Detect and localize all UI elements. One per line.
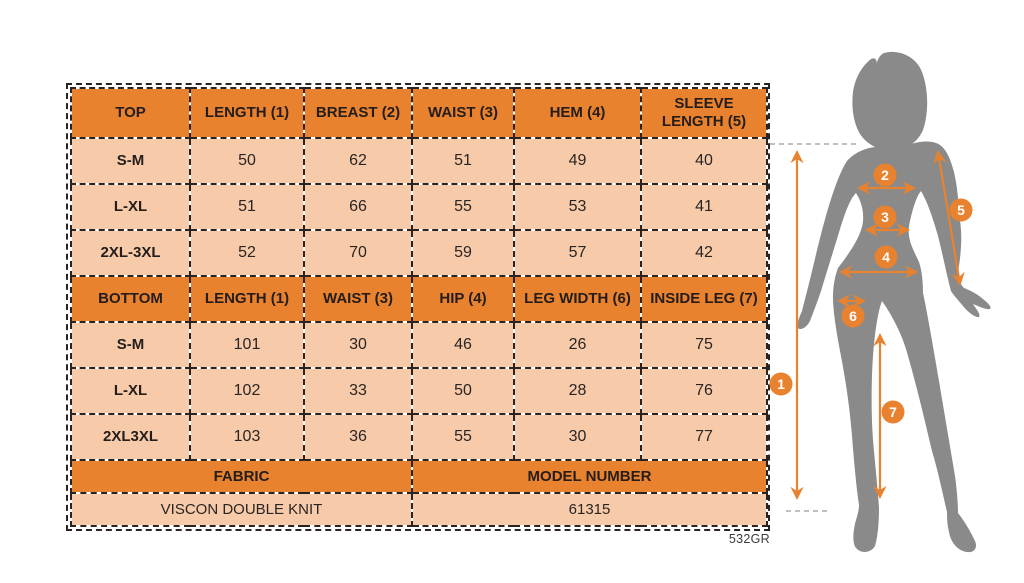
value-cell: 40 xyxy=(640,137,768,185)
size-cell: 2XL3XL xyxy=(70,413,191,461)
marker-badge-1: 1 xyxy=(769,372,793,396)
style-code-label: 532GR xyxy=(728,532,770,546)
size-cell: L-XL xyxy=(70,183,191,231)
top-header-cell: SLEEVE LENGTH (5) xyxy=(640,87,768,139)
top-header-row: TOP LENGTH (1) BREAST (2) WAIST (3) HEM … xyxy=(70,87,768,139)
value-cell: 51 xyxy=(189,183,305,231)
info-header-row: FABRIC MODEL NUMBER xyxy=(70,459,768,494)
value-cell: 41 xyxy=(640,183,768,231)
size-cell: S-M xyxy=(70,321,191,369)
bottom-header-cell: INSIDE LEG (7) xyxy=(640,275,768,323)
top-header-cell: BREAST (2) xyxy=(303,87,413,139)
value-cell: 55 xyxy=(411,183,515,231)
model-number-value-cell: 61315 xyxy=(411,492,768,527)
value-cell: 28 xyxy=(513,367,642,415)
marker-badge-5: 5 xyxy=(949,198,973,222)
value-cell: 55 xyxy=(411,413,515,461)
value-cell: 50 xyxy=(411,367,515,415)
svg-text:1: 1 xyxy=(777,376,785,392)
svg-text:5: 5 xyxy=(957,202,965,218)
woman-silhouette xyxy=(797,51,991,553)
marker-badge-6: 6 xyxy=(841,304,865,328)
top-size-row: 2XL-3XL 52 70 59 57 42 xyxy=(70,229,768,277)
value-cell: 103 xyxy=(189,413,305,461)
bottom-header-cell: BOTTOM xyxy=(70,275,191,323)
value-cell: 30 xyxy=(513,413,642,461)
value-cell: 59 xyxy=(411,229,515,277)
top-header-cell: HEM (4) xyxy=(513,87,642,139)
value-cell: 46 xyxy=(411,321,515,369)
bottom-size-row: S-M 101 30 46 26 75 xyxy=(70,321,768,369)
top-size-row: S-M 50 62 51 49 40 xyxy=(70,137,768,185)
bottom-header-cell: LENGTH (1) xyxy=(189,275,305,323)
size-cell: L-XL xyxy=(70,367,191,415)
value-cell: 62 xyxy=(303,137,413,185)
svg-text:7: 7 xyxy=(889,404,897,420)
svg-text:4: 4 xyxy=(882,249,890,265)
marker-badge-2: 2 xyxy=(873,163,897,187)
bottom-header-cell: WAIST (3) xyxy=(303,275,413,323)
top-header-cell: LENGTH (1) xyxy=(189,87,305,139)
marker-badge-4: 4 xyxy=(874,245,898,269)
value-cell: 49 xyxy=(513,137,642,185)
fabric-value-cell: VISCON DOUBLE KNIT xyxy=(70,492,413,527)
size-chart-table: TOP LENGTH (1) BREAST (2) WAIST (3) HEM … xyxy=(70,87,768,527)
value-cell: 33 xyxy=(303,367,413,415)
fabric-header-cell: FABRIC xyxy=(70,459,413,494)
value-cell: 52 xyxy=(189,229,305,277)
bottom-header-row: BOTTOM LENGTH (1) WAIST (3) HIP (4) LEG … xyxy=(70,275,768,323)
value-cell: 57 xyxy=(513,229,642,277)
value-cell: 51 xyxy=(411,137,515,185)
svg-text:3: 3 xyxy=(881,209,889,225)
value-cell: 75 xyxy=(640,321,768,369)
model-number-header-cell: MODEL NUMBER xyxy=(411,459,768,494)
size-chart-table-wrapper: TOP LENGTH (1) BREAST (2) WAIST (3) HEM … xyxy=(66,83,770,531)
top-header-cell: WAIST (3) xyxy=(411,87,515,139)
value-cell: 66 xyxy=(303,183,413,231)
bottom-header-cell: LEG WIDTH (6) xyxy=(513,275,642,323)
bottom-header-cell: HIP (4) xyxy=(411,275,515,323)
value-cell: 102 xyxy=(189,367,305,415)
top-header-cell: TOP xyxy=(70,87,191,139)
svg-text:2: 2 xyxy=(881,167,889,183)
size-cell: S-M xyxy=(70,137,191,185)
size-cell: 2XL-3XL xyxy=(70,229,191,277)
info-value-row: VISCON DOUBLE KNIT 61315 xyxy=(70,492,768,527)
value-cell: 42 xyxy=(640,229,768,277)
value-cell: 26 xyxy=(513,321,642,369)
value-cell: 36 xyxy=(303,413,413,461)
value-cell: 50 xyxy=(189,137,305,185)
measure-arrow-5-sleeve xyxy=(933,150,965,286)
marker-badge-3: 3 xyxy=(873,205,897,229)
bottom-size-row: 2XL3XL 103 36 55 30 77 xyxy=(70,413,768,461)
value-cell: 53 xyxy=(513,183,642,231)
svg-text:6: 6 xyxy=(849,308,857,324)
value-cell: 70 xyxy=(303,229,413,277)
top-size-row: L-XL 51 66 55 53 41 xyxy=(70,183,768,231)
value-cell: 77 xyxy=(640,413,768,461)
bottom-size-row: L-XL 102 33 50 28 76 xyxy=(70,367,768,415)
marker-badge-7: 7 xyxy=(881,400,905,424)
measurement-figure: 1 2 3 4 5 6 7 xyxy=(769,51,991,553)
value-cell: 30 xyxy=(303,321,413,369)
value-cell: 76 xyxy=(640,367,768,415)
value-cell: 101 xyxy=(189,321,305,369)
